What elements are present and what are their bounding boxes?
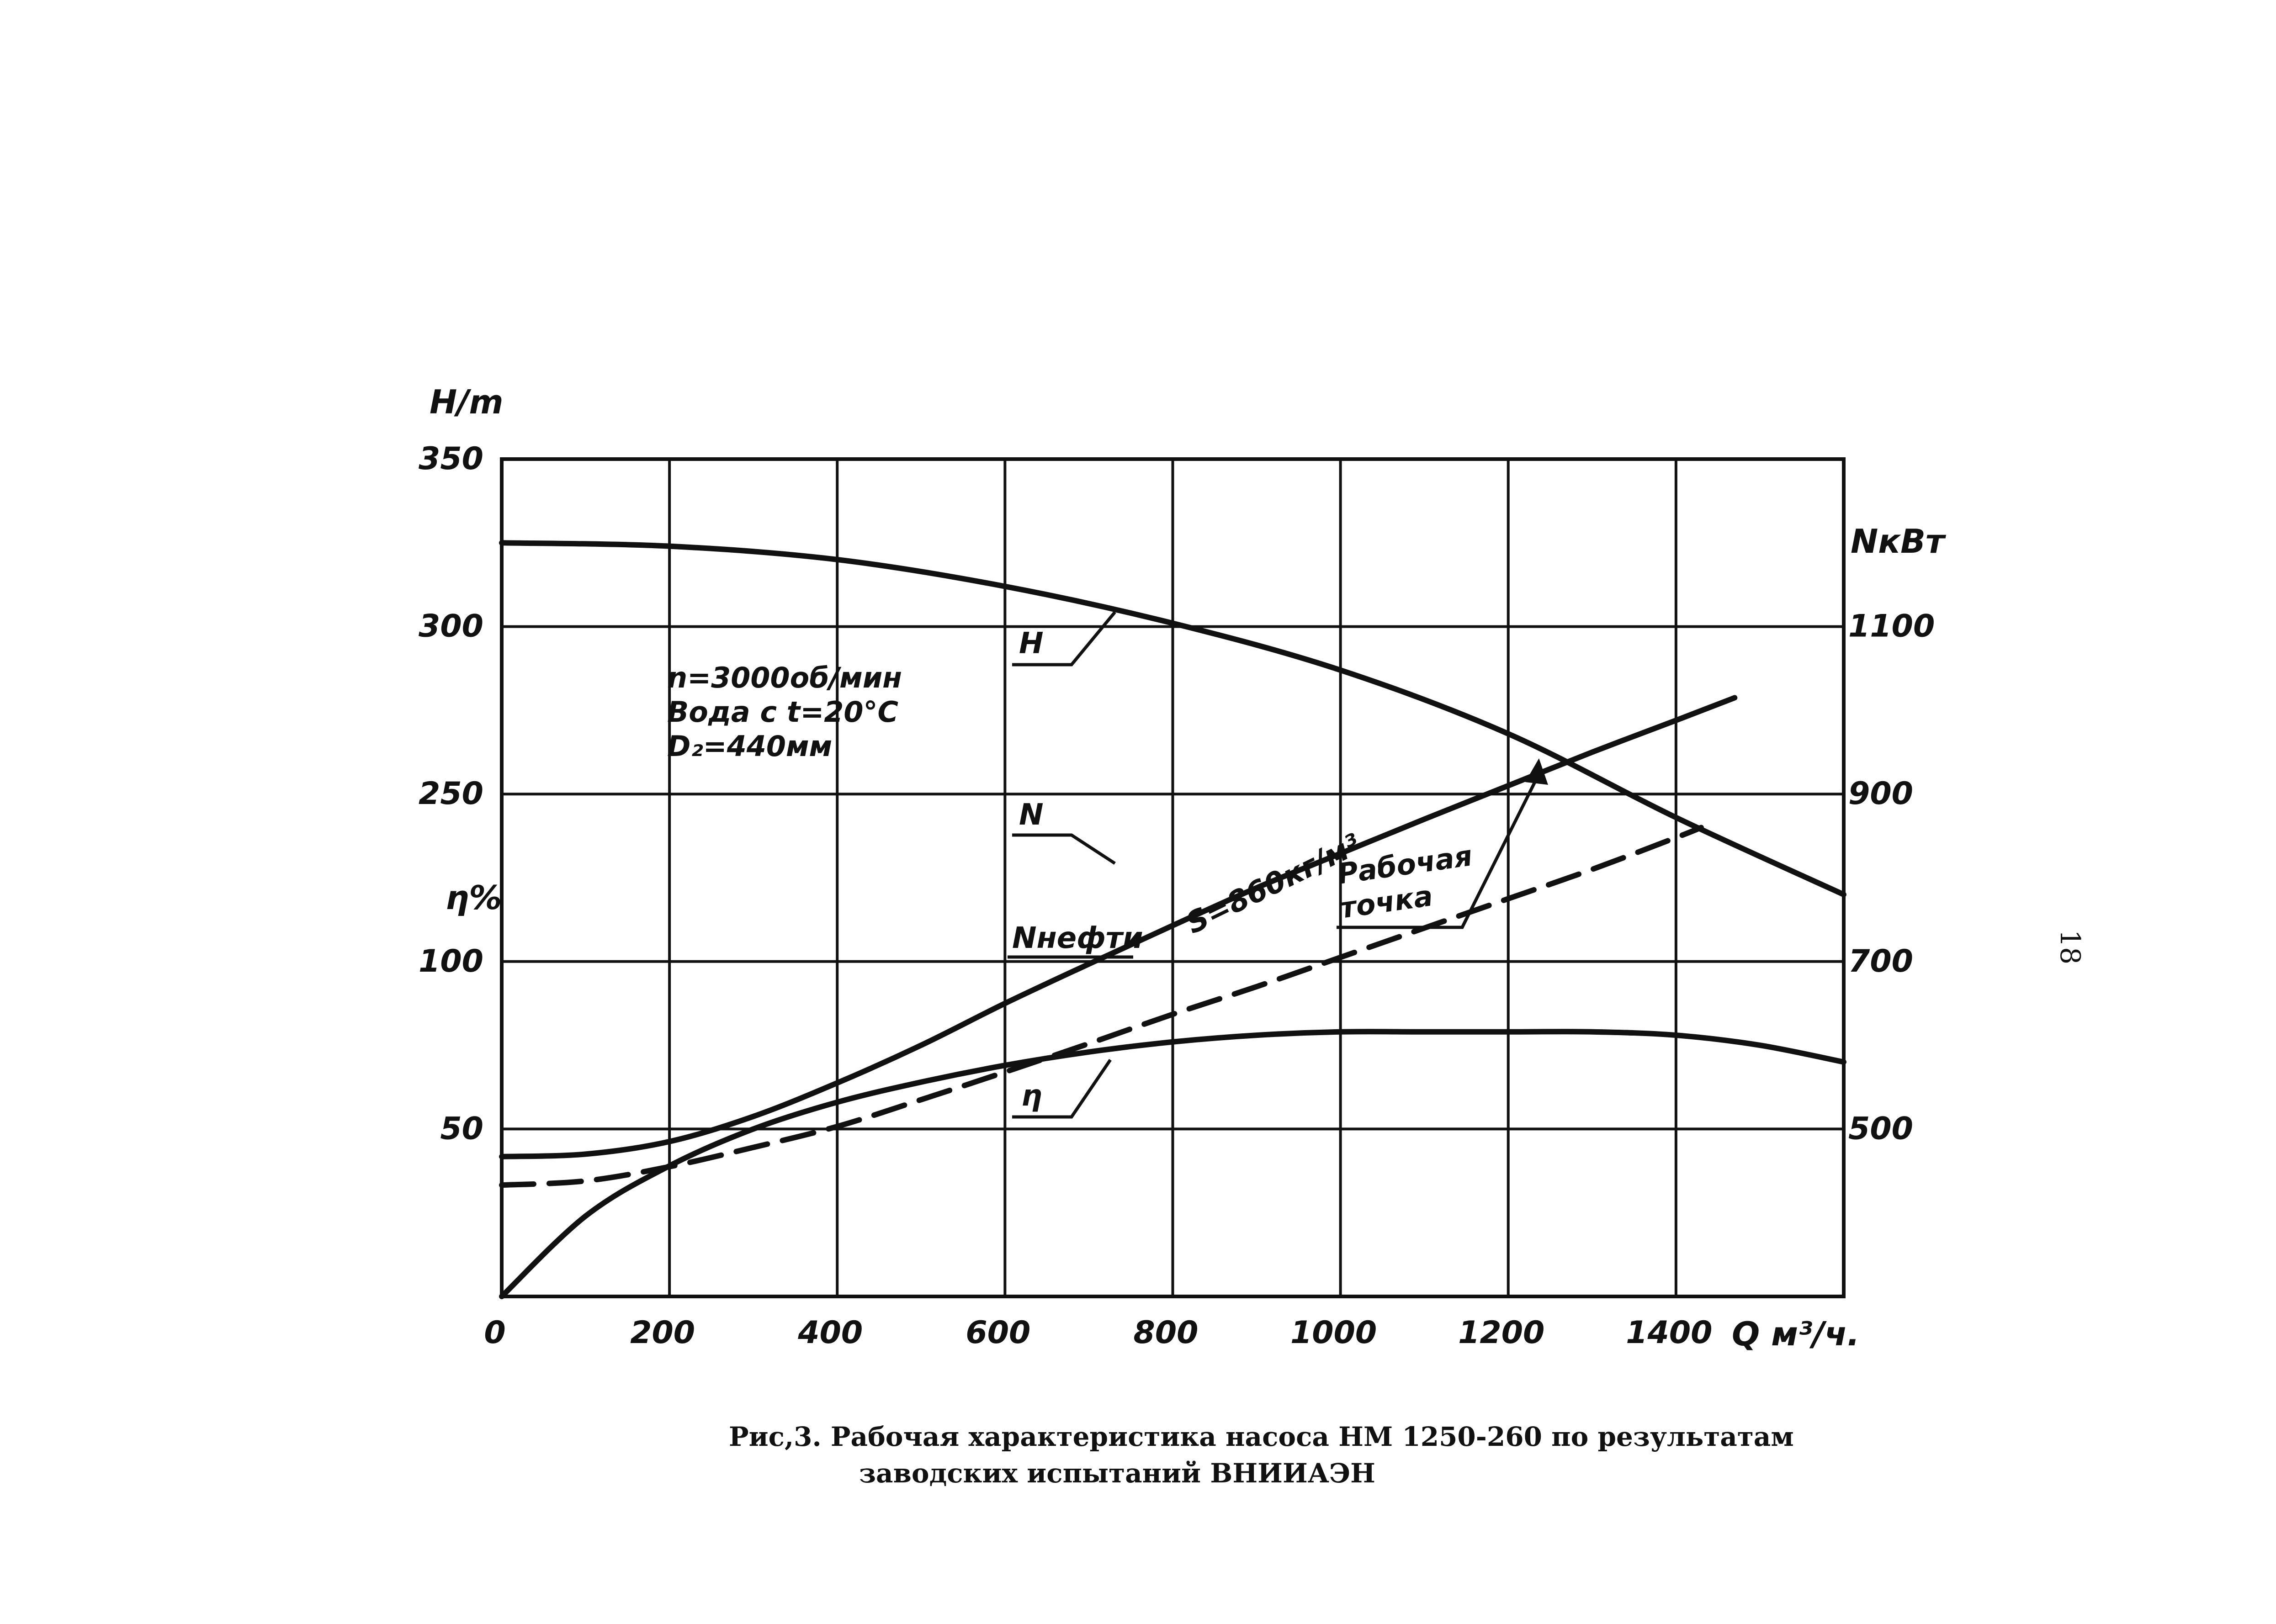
annotation-speed: n=3000об/мин [667,661,902,694]
x-tick-label: 200 [630,1315,695,1351]
label-n-oil: Nнефти [1008,921,1143,959]
operating-point-label: Рабочая точка [1335,758,1548,929]
series-line-3 [499,1029,1846,1299]
series-line-0 [499,540,1846,898]
operating-point-arrowhead [1525,758,1548,785]
y-right-tick-label: 900 [1848,776,1913,812]
page-number: 18 [2054,930,2086,964]
x-tick-label: 0 [484,1315,505,1351]
annotation-diameter: D₂=440мм [667,730,832,763]
label-h-leader [1012,611,1116,667]
label-h: H [1012,611,1116,667]
x-tick-label: 400 [797,1315,863,1351]
y-left-tick-label: 250 [419,776,483,812]
y-right-tick-label: 500 [1848,1111,1913,1147]
y-right-tick-label: 700 [1848,943,1913,979]
x-tick-label: 1000 [1290,1315,1377,1351]
chart-labels: 0 200 400 600 800 1000 1200 1400 350 300 250 100 50 1… [419,441,1935,1351]
label-n-leader [1012,833,1116,865]
chart-curves [499,540,1846,1299]
label-n-oil-text: Nнефти [1012,921,1143,955]
label-eta-text: η [1021,1079,1042,1113]
label-eta-leader [1012,1059,1112,1119]
figure-caption-line2: заводских испытаний ВНИИАЭН [859,1458,1375,1489]
y-axis-label-efficiency: η% [446,878,502,917]
x-tick-label: 1400 [1626,1315,1712,1351]
x-tick-label: 1200 [1458,1315,1544,1351]
y-left-tick-label: 300 [419,608,483,645]
label-h-text: H [1019,627,1044,661]
y-left-tick-label: 350 [419,441,483,477]
y-left-tick-label: 50 [440,1111,483,1147]
label-n-text: N [1019,798,1044,832]
x-axis-label: Q м³/ч. [1732,1315,1860,1353]
y-right-tick-label: 1100 [1848,608,1935,645]
y-axis-label-head: H/m [430,383,504,421]
label-n: N [1012,798,1116,865]
operating-point-leader [1337,776,1539,929]
chart-grid [500,457,1846,1298]
label-eta: η [1012,1059,1112,1119]
y-axis-label-power: NкВт [1851,522,1947,561]
x-tick-label: 600 [966,1315,1030,1351]
y-left-tick-label: 100 [419,943,483,979]
annotation-fluid: Вода с t=20°C [667,695,898,729]
x-tick-label: 800 [1134,1315,1199,1351]
series-line-2 [499,825,1704,1188]
label-density: S=860кг/м³ [1181,827,1366,941]
figure-caption-line1: Рис,3. Рабочая характеристика насоса НМ … [729,1421,1794,1452]
